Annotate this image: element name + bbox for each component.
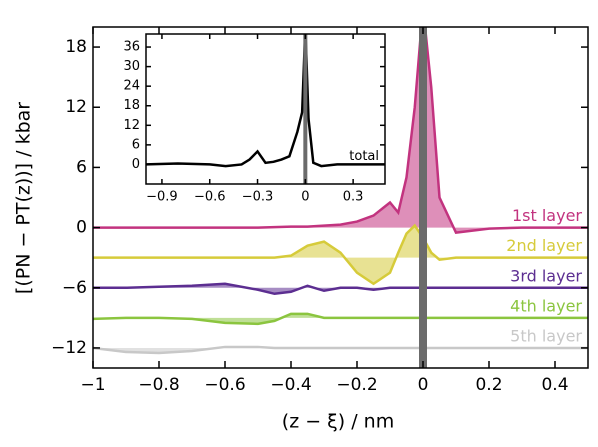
area-fill [93, 225, 588, 284]
x-axis-label: (z − ξ) / nm [282, 411, 394, 433]
area-fill [93, 283, 588, 294]
series-line [93, 27, 588, 234]
x-tick-label: 0 [418, 375, 429, 395]
y-tick-label: −6 [62, 278, 87, 298]
y-tick-label: 6 [76, 157, 87, 177]
y-axis-label: [(PN − PT(z))] / kbar [13, 102, 35, 294]
x-tick-label: −0.2 [336, 375, 377, 395]
y-tick-label: 12 [123, 118, 140, 133]
y-tick-label: 24 [123, 79, 140, 94]
y-tick-label: 30 [123, 59, 140, 74]
series-line [93, 345, 588, 355]
y-tick-label: 12 [65, 97, 87, 117]
y-tick-label: 6 [132, 137, 140, 152]
x-tick-label: −0.8 [138, 375, 179, 395]
series-line [93, 312, 588, 326]
series-line [146, 34, 385, 168]
series-label: 2nd layer [506, 236, 582, 255]
series-label: total [349, 149, 379, 164]
y-tick-label: −12 [51, 338, 87, 358]
x-tick-label: 0 [301, 190, 309, 205]
y-tick-label: 18 [65, 37, 87, 57]
plot-area [93, 27, 588, 368]
x-tick-label: −1 [80, 375, 105, 395]
x-tick-label: −0.4 [270, 375, 311, 395]
x-tick-label: 0.2 [475, 375, 502, 395]
axes-frame [92, 26, 589, 369]
y-tick-label: 0 [132, 157, 140, 172]
y-tick-label: 36 [123, 40, 140, 55]
axes-frame [145, 33, 386, 185]
series-label: 5th layer [510, 326, 582, 345]
plot-area [146, 34, 385, 184]
series-line [93, 282, 588, 296]
x-tick-label: −0.3 [242, 190, 274, 205]
series-line [93, 223, 588, 286]
inset-background [146, 34, 385, 184]
x-tick-label: −0.6 [194, 190, 226, 205]
x-tick-label: 0.3 [343, 190, 364, 205]
series-label: 4th layer [510, 296, 582, 315]
x-tick-label: −0.6 [204, 375, 245, 395]
y-tick-label: 18 [123, 98, 140, 113]
y-tick-label: 0 [76, 218, 87, 238]
x-tick-label: 0.4 [541, 375, 568, 395]
x-tick-label: −0.9 [146, 190, 178, 205]
series-label: 1st layer [512, 206, 582, 225]
series-label: 3rd layer [510, 266, 582, 285]
